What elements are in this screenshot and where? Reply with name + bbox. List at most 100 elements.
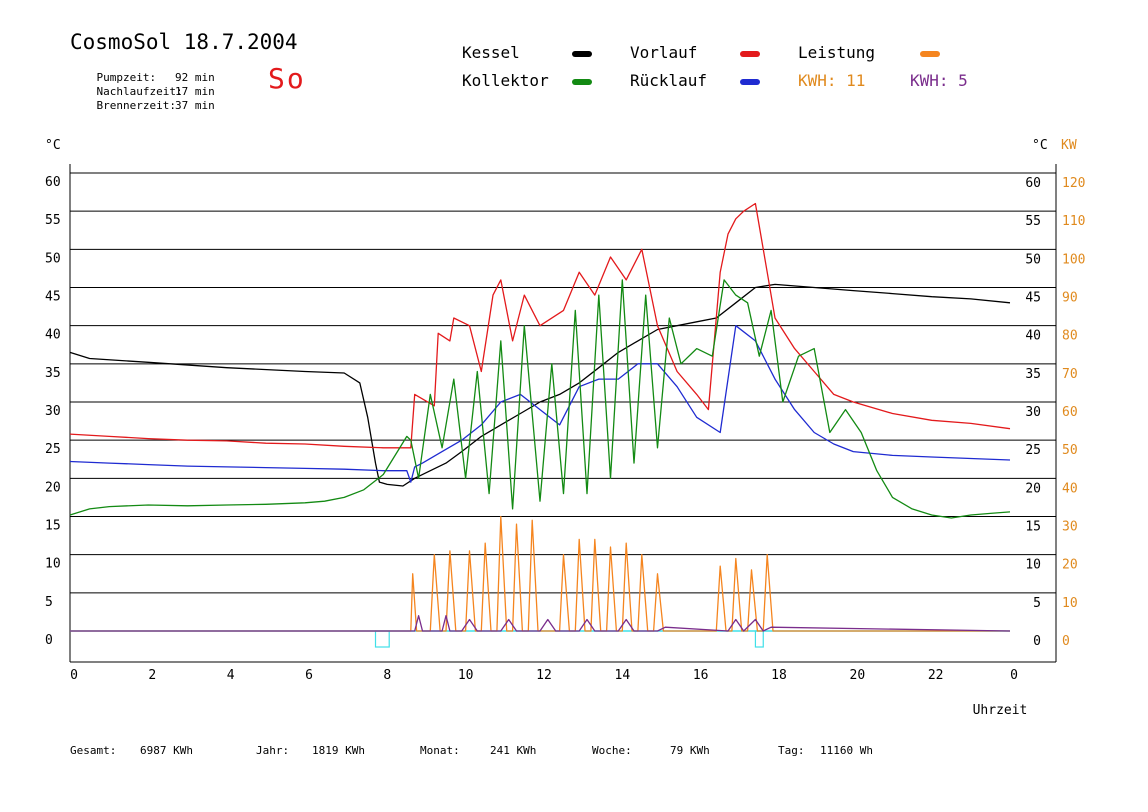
legend-kessel-swatch (572, 51, 592, 57)
y-axis-unit-right: °C (1032, 138, 1048, 153)
x-tick-label: 22 (928, 668, 944, 683)
y-tick-label-left: 30 (45, 404, 61, 419)
y-tick-label-left: 40 (45, 328, 61, 343)
legend-leistung-swatch (920, 51, 940, 57)
series-line-ruecklauf (69, 325, 1011, 483)
y-tick-label-right: 20 (1025, 481, 1041, 496)
y-tick-label-kw: 90 (1062, 291, 1078, 306)
info-value: 92 min (175, 71, 215, 84)
footer-woche: Woche: 79 KWh (592, 744, 710, 757)
info-value: 37 min (175, 99, 215, 112)
y-tick-label-kw: 30 (1062, 520, 1078, 535)
info-value: 17 min (175, 85, 215, 98)
legend-ruecklauf-swatch (740, 79, 760, 85)
y-tick-label-right: 5 (1033, 596, 1041, 611)
x-tick-label: 8 (383, 668, 391, 683)
info-label: Pumpzeit: (96, 71, 157, 84)
kwh-label: KWH: (798, 71, 837, 90)
pump-marker (374, 630, 390, 648)
footer-value: 241 KWh (490, 744, 537, 757)
series-line-kollektor (69, 279, 1011, 519)
y-tick-label-right: 30 (1025, 405, 1041, 420)
y-tick-label-left: 5 (45, 595, 53, 610)
info-brennerzeit: Brennerzeit: 37 min (70, 85, 215, 127)
y-tick-label-kw: 120 (1062, 176, 1085, 191)
y-tick-label-right: 55 (1025, 214, 1041, 229)
y-tick-label-right: 15 (1025, 520, 1041, 535)
legend-kollektor-label: Kollektor (462, 71, 549, 90)
series-line-kwh2 (70, 615, 1011, 632)
x-tick-label: 10 (458, 668, 474, 683)
y-tick-label-kw: 10 (1062, 596, 1078, 611)
footer-label: Monat: (420, 744, 460, 757)
y-tick-label-kw: 0 (1062, 634, 1070, 649)
x-tick-label: 12 (536, 668, 552, 683)
legend-kwh-2: KWH: 5 (910, 71, 968, 90)
footer-gesamt: Gesamt: 6987 KWh (70, 744, 193, 757)
y-tick-label-kw: 60 (1062, 405, 1078, 420)
x-axis-label: Uhrzeit (973, 703, 1028, 718)
y-tick-label-left: 10 (45, 557, 61, 572)
y-tick-label-left: 60 (45, 175, 61, 190)
kwh-label: KWH: (910, 71, 949, 90)
y-tick-label-left: 15 (45, 519, 61, 534)
footer-jahr: Jahr: 1819 KWh (256, 744, 365, 757)
info-nachlaufzeit: Nachlaufzeit: 17 min (70, 71, 215, 113)
kwh-value: 11 (846, 71, 866, 90)
x-tick-label: 18 (771, 668, 787, 683)
x-tick-label: 0 (70, 668, 78, 683)
legend-kwh-1: KWH: 11 (798, 71, 865, 90)
footer-label: Gesamt: (70, 744, 117, 757)
y-tick-label-right: 40 (1025, 329, 1041, 344)
series-line-vorlauf (69, 202, 1011, 449)
y-tick-label-left: 55 (45, 213, 61, 228)
page-title: CosmoSol 18.7.2004 (70, 30, 298, 54)
legend-kollektor-swatch (572, 79, 592, 85)
y-tick-label-right: 10 (1025, 558, 1041, 573)
y-tick-label-left: 25 (45, 442, 61, 457)
info-label: Nachlaufzeit: (96, 85, 183, 98)
legend-kessel-label: Kessel (462, 43, 520, 62)
series-line-leistung (70, 515, 1010, 632)
y-tick-label-kw: 40 (1062, 481, 1078, 496)
kwh-value: 5 (958, 71, 968, 90)
x-tick-label: 4 (227, 668, 235, 683)
footer-label: Jahr: (256, 744, 290, 757)
y-tick-label-right: 60 (1025, 176, 1041, 191)
x-tick-label: 14 (615, 668, 631, 683)
x-tick-label: 6 (305, 668, 313, 683)
footer-monat: Monat: 241 KWh (420, 744, 536, 757)
y-tick-label-left: 50 (45, 251, 61, 266)
footer-value: 6987 KWh (140, 744, 193, 757)
weekday-label: So (268, 62, 306, 95)
footer-value: 79 KWh (670, 744, 710, 757)
y-axis-unit-left: °C (45, 138, 61, 153)
footer-tag: Tag: 11160 Wh (778, 744, 873, 757)
info-pumpzeit: Pumpzeit: 92 min (70, 57, 215, 99)
y-tick-label-kw: 70 (1062, 367, 1078, 382)
footer-value: 11160 Wh (820, 744, 873, 757)
y-axis-unit-kw: KW (1061, 138, 1077, 153)
y-tick-label-kw: 100 (1062, 252, 1085, 267)
legend-ruecklauf-label: Rücklauf (630, 71, 708, 90)
y-tick-label-right: 45 (1025, 291, 1041, 306)
y-tick-label-kw: 80 (1062, 329, 1078, 344)
y-tick-label-kw: 110 (1062, 214, 1085, 229)
footer-value: 1819 KWh (312, 744, 365, 757)
y-tick-label-left: 20 (45, 480, 61, 495)
y-tick-label-left: 45 (45, 290, 61, 305)
y-tick-label-kw: 20 (1062, 558, 1078, 573)
x-tick-label: 16 (693, 668, 709, 683)
series-line-kessel (69, 283, 1011, 487)
y-tick-label-kw: 50 (1062, 443, 1078, 458)
x-tick-label: 2 (148, 668, 156, 683)
pump-marker (754, 630, 764, 648)
footer-label: Tag: (778, 744, 805, 757)
y-tick-label-right: 35 (1025, 367, 1041, 382)
y-tick-label-right: 0 (1033, 634, 1041, 649)
y-tick-label-right: 25 (1025, 443, 1041, 458)
info-label: Brennerzeit: (96, 99, 176, 112)
legend-leistung-label: Leistung (798, 43, 876, 62)
legend-vorlauf-label: Vorlauf (630, 43, 698, 62)
